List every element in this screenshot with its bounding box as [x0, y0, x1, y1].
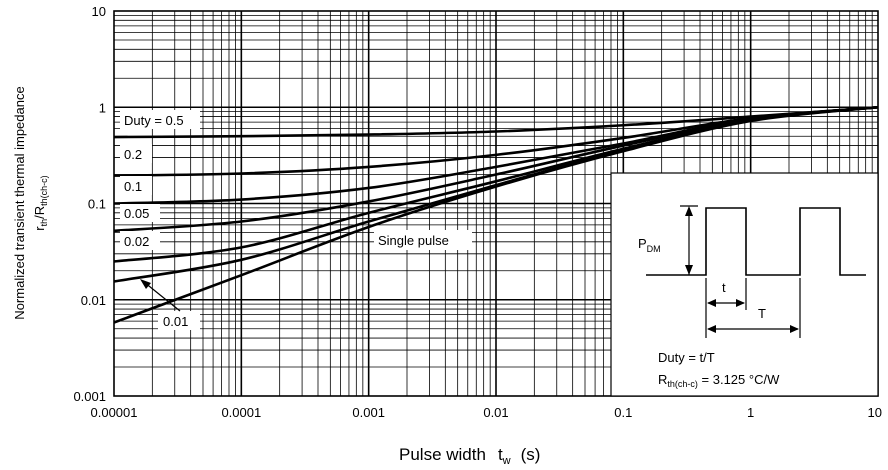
arrow-0-01: [140, 279, 181, 312]
inset-T-label: T: [758, 306, 766, 321]
series-line-0: [113, 105, 879, 139]
svg-text:rth/Rth(ch-c): rth/Rth(ch-c): [32, 175, 49, 230]
series-line-6: [113, 105, 879, 324]
y-tick-label: 0.001: [73, 389, 106, 404]
series-label-0-2: 0.2: [124, 147, 142, 162]
series-label-single-pulse: Single pulse: [378, 233, 449, 248]
x-tick-label: 0.0001: [221, 405, 261, 420]
chart-series-group: [113, 105, 879, 324]
inset-t-label: t: [722, 280, 726, 295]
x-tick-label: 1: [747, 405, 754, 420]
inset-box: PDM t T Duty = t/T Rth(ch-c) = 3.125 °C/…: [610, 172, 879, 397]
chart-tick-labels: 0.00001 0.0001 0.001 0.01 0.1 1 10 0.001 0.01 0.1…: [73, 4, 882, 420]
svg-text:Normalized transient thermal i: Normalized transient thermal impedance: [12, 86, 27, 319]
series-labels: Duty = 0.5 0.2 0.1 0.05 0.02 0.01 Single…: [120, 110, 472, 330]
inset-pdm-label: PDM: [638, 236, 661, 254]
series-label-0-05: 0.05: [124, 206, 149, 221]
y-tick-label: 0.1: [88, 197, 106, 212]
series-label-0-01: 0.01: [163, 314, 188, 329]
y-tick-label: 10: [92, 4, 106, 19]
y-tick-label: 0.01: [81, 293, 106, 308]
y-tick-label: 1: [99, 100, 106, 115]
series-label-duty-0-5: Duty = 0.5: [124, 113, 184, 128]
inset-duty-formula: Duty = t/T: [658, 350, 715, 365]
series-label-0-02: 0.02: [124, 234, 149, 249]
x-tick-label: 0.01: [483, 405, 508, 420]
x-axis-title: Pulse width tw (s): [399, 445, 540, 467]
x-tick-label: 0.00001: [91, 405, 138, 420]
x-tick-label: 0.1: [614, 405, 632, 420]
pulse-waveform: [646, 207, 866, 276]
y-axis-title: Normalized transient thermal impedance r…: [12, 86, 49, 319]
x-tick-label: 10: [868, 405, 882, 420]
series-label-0-1: 0.1: [124, 179, 142, 194]
x-tick-label: 0.001: [352, 405, 385, 420]
inset-rth-value: Rth(ch-c) = 3.125 °C/W: [658, 372, 780, 389]
